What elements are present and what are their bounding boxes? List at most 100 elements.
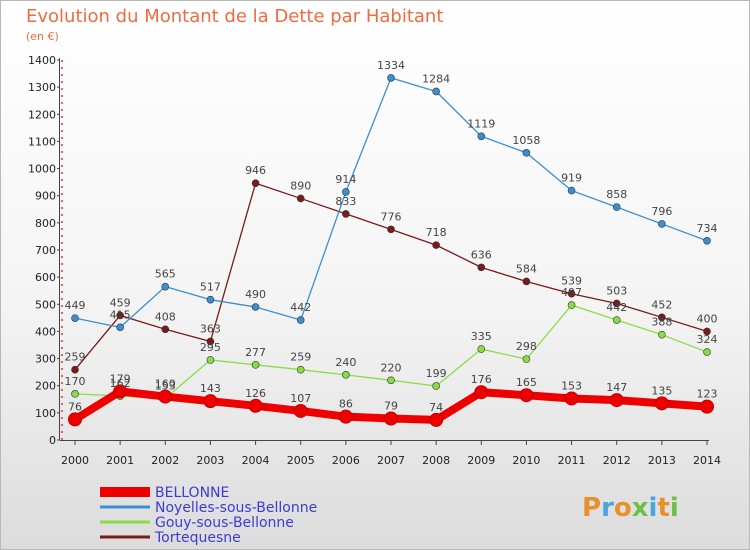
chart-title: Evolution du Montant de la Dette par Hab… (26, 6, 443, 27)
legend-swatch (100, 535, 150, 539)
data-label: 143 (200, 382, 221, 395)
data-label: 176 (471, 373, 492, 386)
data-point (206, 356, 215, 364)
data-label: 734 (697, 222, 718, 235)
data-label: 259 (290, 351, 311, 364)
data-point (342, 188, 350, 196)
data-point (158, 389, 173, 404)
y-tick-label: 800 (35, 217, 56, 230)
data-label: 179 (110, 372, 131, 385)
data-label: 919 (561, 172, 582, 185)
y-tick-label: 100 (35, 407, 56, 420)
data-point (612, 299, 621, 308)
legend-swatch (100, 487, 150, 497)
data-point (68, 412, 82, 427)
data-label: 165 (516, 376, 537, 389)
data-label: 490 (245, 288, 266, 301)
x-tick-label: 2000 (61, 454, 89, 467)
data-point (338, 409, 353, 424)
data-label: 584 (516, 262, 537, 275)
legend: BELLONNENoyelles-sous-BellonneGouy-sous-… (100, 485, 317, 546)
data-point (116, 311, 124, 320)
legend-label: Tortequesne (154, 530, 241, 546)
series-bellonne (68, 384, 714, 427)
data-point (342, 371, 350, 379)
x-tick-label: 2003 (196, 454, 224, 467)
legend-swatch (100, 505, 150, 509)
brand-text: Proxiti (582, 493, 679, 523)
series-noyelles-sous-bellonne (71, 74, 711, 332)
data-label: 79 (384, 400, 398, 413)
data-label: 449 (65, 299, 86, 312)
data-point (387, 74, 395, 82)
x-tick-label: 2002 (151, 454, 179, 467)
data-point (522, 149, 531, 157)
data-point (296, 194, 305, 203)
data-point (703, 348, 711, 356)
data-label: 298 (516, 340, 537, 353)
data-label: 442 (606, 301, 627, 314)
data-label: 240 (335, 356, 356, 369)
y-tick-label: 1000 (28, 163, 56, 176)
data-label: 123 (697, 388, 718, 401)
data-point (387, 376, 395, 385)
data-label: 76 (68, 400, 82, 413)
x-tick-label: 2004 (242, 454, 270, 467)
data-point (387, 225, 395, 234)
data-point (161, 282, 170, 291)
data-point (206, 337, 215, 346)
data-point (522, 355, 531, 363)
data-point (658, 313, 666, 322)
x-tick-label: 2013 (648, 454, 676, 467)
data-labels: 76 179 160 143 126 107 86 79 74 176 165 153 147 135 12… (65, 59, 718, 414)
data-label: 946 (245, 164, 266, 177)
data-point (477, 132, 486, 141)
x-tick-label: 2010 (512, 454, 540, 467)
series-tortequesne (71, 179, 711, 374)
data-point (432, 241, 440, 249)
data-point (612, 316, 621, 324)
brand-letter: i (649, 493, 658, 523)
data-point (477, 345, 486, 353)
y-tick-label: 1200 (28, 108, 56, 121)
y-tick-label: 0 (49, 434, 56, 447)
data-point (248, 398, 263, 413)
data-label: 890 (290, 179, 311, 192)
legend-label: BELLONNE (155, 485, 229, 501)
data-point (612, 203, 621, 211)
data-point (519, 388, 534, 403)
x-tick-label: 2007 (377, 454, 405, 467)
data-label: 459 (110, 296, 131, 309)
data-point (703, 236, 711, 245)
data-label: 415 (110, 308, 131, 321)
data-label: 135 (651, 384, 672, 397)
data-label: 153 (155, 379, 176, 392)
data-label: 153 (561, 379, 582, 392)
data-point (609, 393, 624, 408)
data-label: 147 (606, 381, 627, 394)
x-tick-label: 2014 (693, 454, 721, 467)
data-label: 220 (381, 361, 402, 374)
data-point (429, 412, 444, 427)
data-point (384, 411, 398, 426)
data-label: 335 (471, 330, 492, 343)
data-point (703, 327, 711, 336)
series-layer (68, 74, 714, 427)
data-label: 162 (110, 377, 131, 390)
y-tick-label: 1100 (28, 135, 56, 148)
data-label: 388 (651, 316, 672, 329)
data-label: 1334 (377, 59, 405, 72)
x-tick-label: 2001 (106, 454, 134, 467)
data-label: 565 (155, 268, 176, 281)
brand-letter: i (670, 493, 679, 523)
data-point (658, 220, 666, 228)
data-point (342, 210, 350, 218)
data-label: 160 (155, 378, 176, 391)
data-point (113, 384, 128, 399)
data-point (700, 399, 714, 414)
y-tick-label: 600 (35, 271, 56, 284)
data-label: 539 (561, 275, 582, 288)
data-point (432, 87, 440, 96)
x-tick-label: 2011 (558, 454, 586, 467)
